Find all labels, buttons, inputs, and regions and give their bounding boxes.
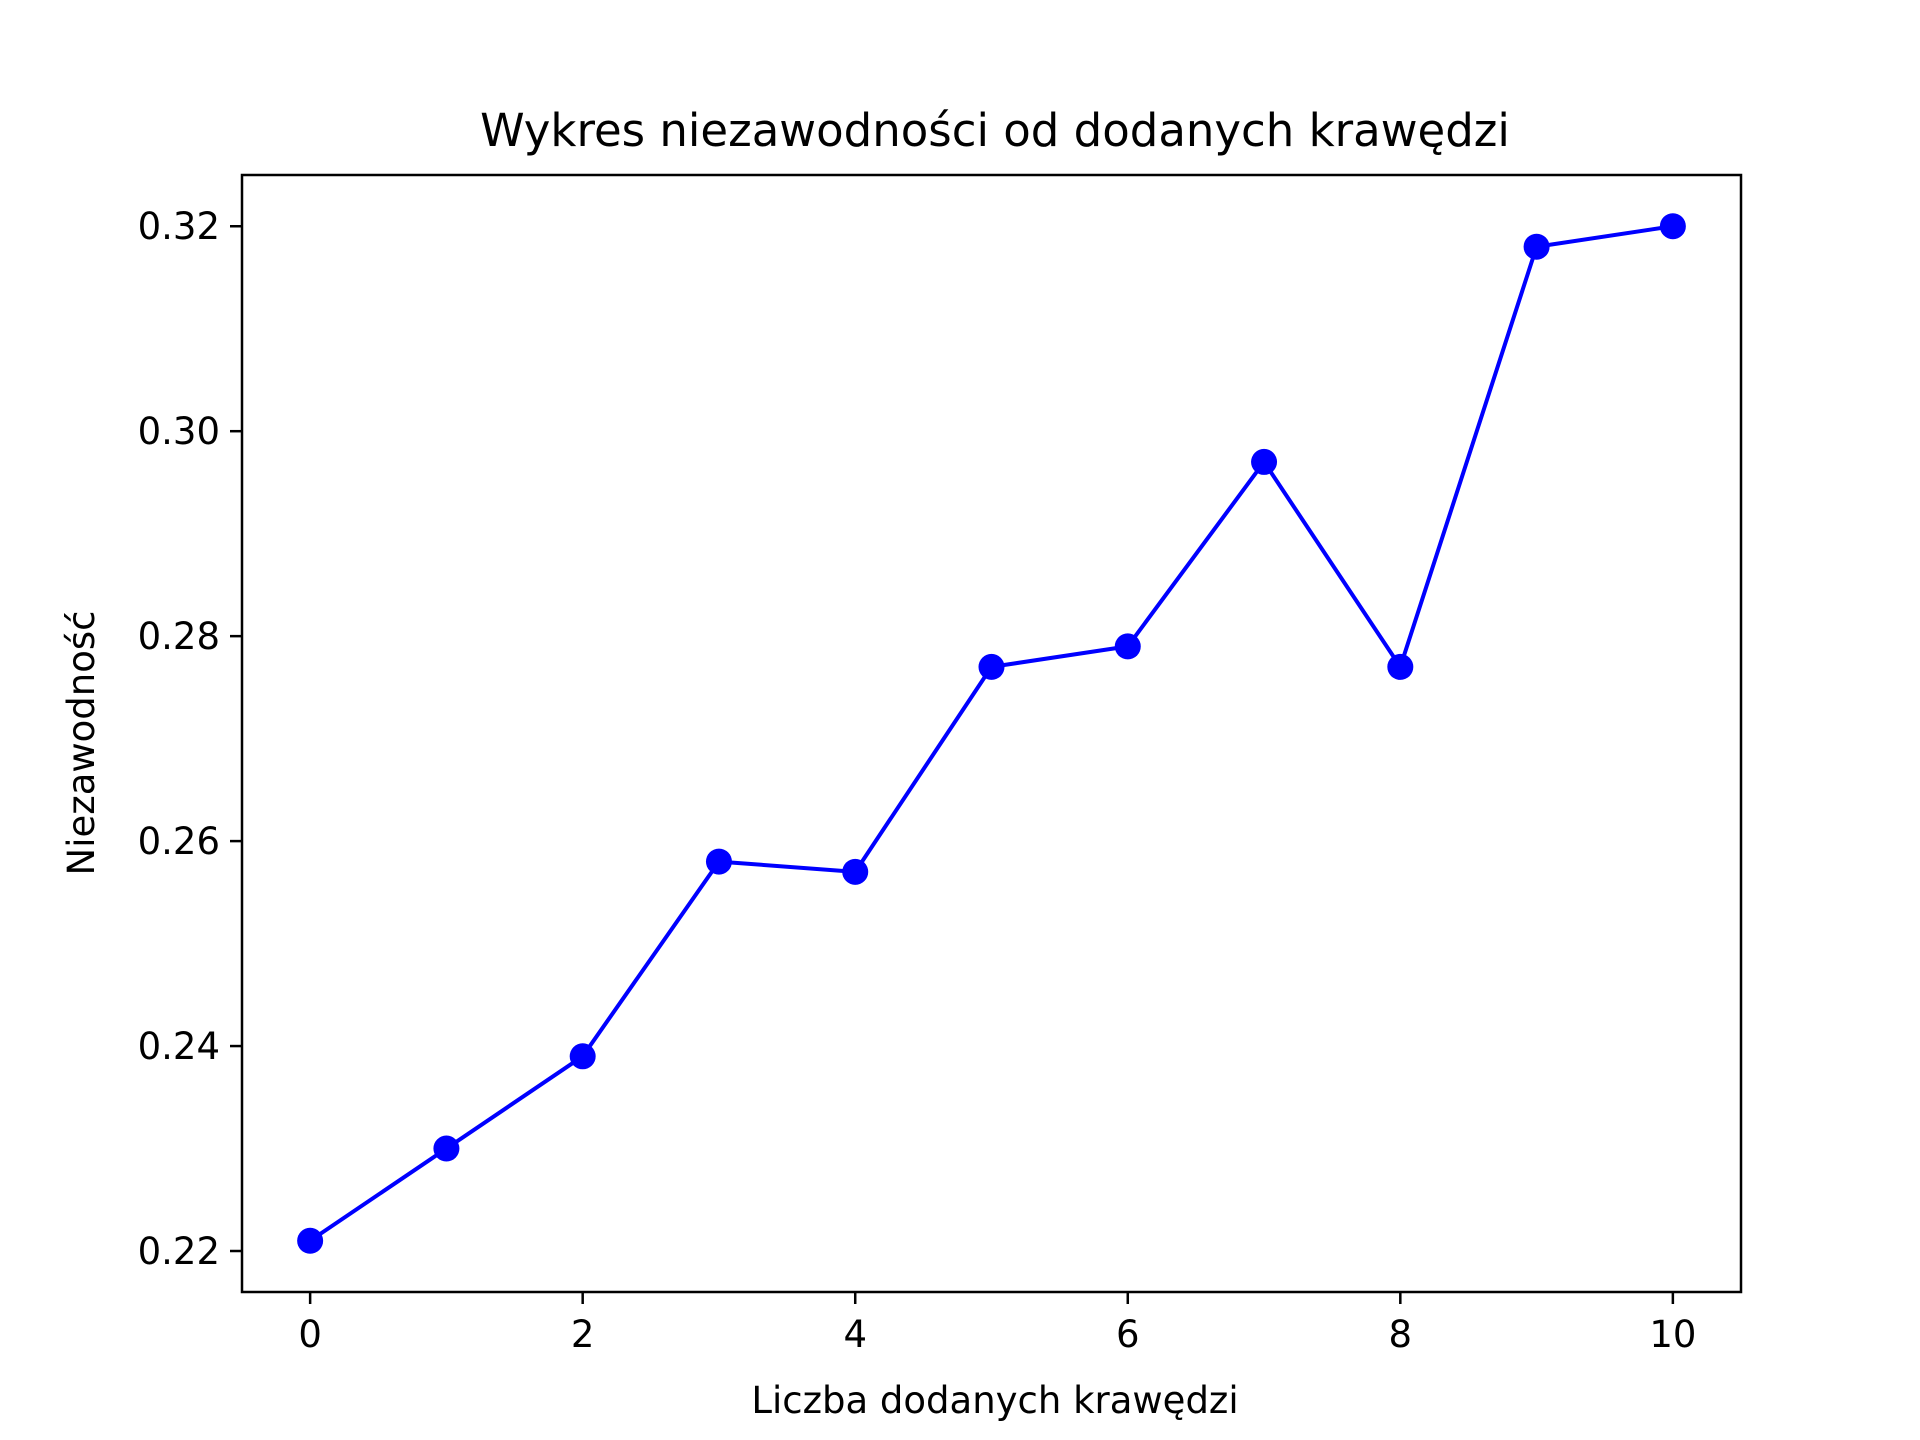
x-tick-label: 2 <box>571 1313 595 1356</box>
data-point <box>978 653 1005 680</box>
data-point <box>1523 233 1550 260</box>
y-tick-label: 0.26 <box>138 820 220 863</box>
data-point <box>1659 213 1686 240</box>
y-tick-label: 0.28 <box>138 615 220 658</box>
y-tick-label: 0.32 <box>138 205 220 248</box>
data-point <box>297 1227 324 1254</box>
x-tick-label: 8 <box>1389 1313 1413 1356</box>
data-point <box>705 848 732 875</box>
data-point <box>569 1043 596 1070</box>
x-tick-label: 6 <box>1116 1313 1140 1356</box>
x-tick-label: 4 <box>843 1313 867 1356</box>
chart-title: Wykres niezawodności od dodanych krawędz… <box>480 104 1510 157</box>
x-tick-label: 0 <box>298 1313 322 1356</box>
y-tick-label: 0.30 <box>138 410 220 453</box>
y-axis-title: Niezawodność <box>60 611 103 876</box>
y-tick-label: 0.22 <box>138 1230 220 1273</box>
data-point <box>1114 633 1141 660</box>
x-tick-label: 10 <box>1649 1313 1696 1356</box>
x-axis-title: Liczba dodanych krawędzi <box>751 1379 1238 1422</box>
series-line <box>309 224 1674 1243</box>
data-point <box>1387 653 1414 680</box>
plot-area: 0 2 4 6 8 10 0.22 0.24 0.26 0.28 0.30 0.32 <box>138 173 1743 1356</box>
y-tick-label: 0.24 <box>138 1025 220 1068</box>
data-point <box>1251 448 1278 475</box>
data-point <box>842 858 869 885</box>
plot-frame <box>240 173 1743 1294</box>
data-point <box>433 1135 460 1162</box>
